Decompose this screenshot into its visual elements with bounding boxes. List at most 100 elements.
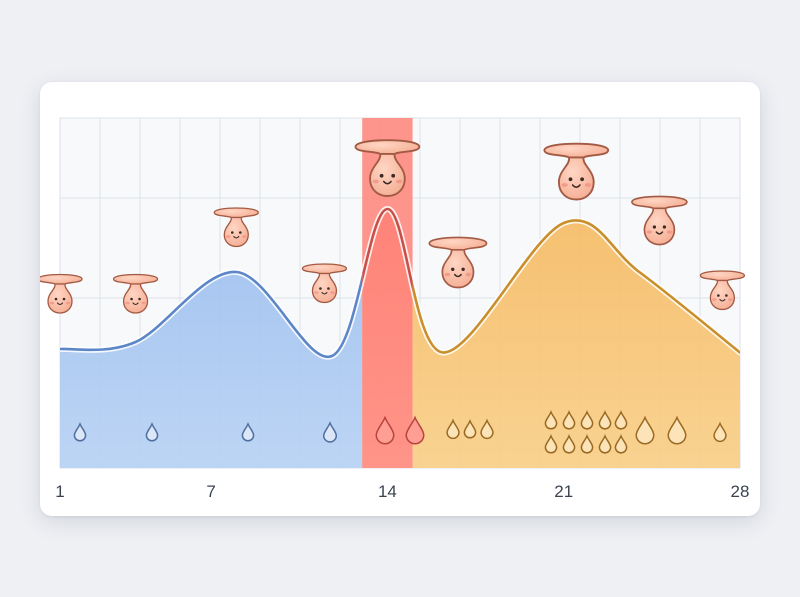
marker-blush: [712, 298, 717, 301]
face-marker-icon: [40, 273, 83, 314]
marker-body: [223, 216, 249, 248]
marker-eye: [717, 294, 720, 297]
droplets: [73, 409, 727, 454]
marker-body: [441, 248, 475, 289]
marker-body: [311, 272, 338, 304]
droplet-icon: [667, 415, 687, 445]
curve-line: [412, 219, 740, 354]
marker-blush: [584, 183, 592, 187]
marker-smile: [719, 298, 726, 302]
marker-blush: [666, 230, 673, 234]
marker-blush: [465, 272, 472, 277]
droplet-icon: [145, 421, 159, 442]
marker-cap: [543, 142, 610, 159]
face-marker-icon: [631, 195, 688, 246]
marker-blush: [314, 291, 319, 294]
marker-eye: [580, 177, 584, 182]
curve-segment: [412, 217, 740, 356]
droplet-icon: [580, 433, 594, 454]
cycle-curve: [60, 205, 740, 360]
droplet-icon: [562, 409, 576, 430]
droplet-icon: [562, 433, 576, 454]
marker-cap: [631, 195, 688, 210]
marker-eye: [568, 177, 573, 182]
x-tick-label: 1: [55, 482, 64, 501]
marker-smile: [571, 184, 581, 188]
marker-cap: [354, 139, 421, 155]
curve-line: [362, 207, 413, 293]
x-axis: 1 7 14 21 28: [55, 482, 749, 501]
marker-cap: [428, 236, 488, 251]
curve-line: [60, 270, 363, 358]
face-marker-icon: [301, 263, 348, 304]
marker-eye: [451, 267, 455, 271]
droplet-icon: [713, 421, 727, 443]
marker-cap: [301, 263, 348, 275]
marker-blush: [49, 301, 55, 305]
droplet-icon: [544, 433, 558, 454]
droplet-icon: [241, 421, 255, 442]
droplet-icon: [580, 409, 594, 430]
marker-body: [369, 153, 406, 197]
marker-body: [557, 156, 595, 201]
marker-cap: [40, 273, 83, 285]
x-tick-label: 21: [554, 482, 573, 501]
marker-eye: [230, 231, 234, 234]
cycle-chart: 1 7 14 21 28: [40, 117, 749, 501]
marker-body: [47, 283, 73, 314]
marker-cap: [112, 273, 159, 285]
marker-eye: [62, 297, 66, 301]
marker-cap: [699, 270, 746, 282]
marker-blush: [395, 179, 403, 184]
marker-blush: [372, 179, 379, 184]
droplet-icon: [480, 418, 494, 440]
marker-smile: [655, 231, 664, 235]
face-marker-icon: [699, 270, 746, 311]
marker-eye: [379, 173, 384, 178]
markers: [40, 139, 746, 314]
marker-blush: [125, 301, 130, 305]
marker-smile: [233, 235, 240, 239]
marker-blush: [242, 235, 247, 238]
droplet-icon: [463, 418, 477, 439]
droplet-icon: [544, 409, 558, 430]
marker-eye: [138, 297, 141, 301]
marker-eye: [238, 231, 242, 234]
marker-smile: [321, 291, 328, 295]
droplet-icon: [598, 433, 612, 454]
droplet-icon: [598, 409, 612, 430]
face-marker-icon: [112, 273, 159, 314]
face-marker-icon: [354, 139, 421, 197]
marker-eye: [391, 173, 396, 178]
chart-card: 1 7 14 21 28: [40, 82, 760, 516]
marker-smile: [56, 302, 64, 306]
marker-eye: [461, 267, 465, 271]
curve-segment: [60, 265, 363, 360]
x-tick-label: 28: [731, 482, 750, 501]
marker-blush: [728, 298, 733, 301]
x-tick-label: 14: [378, 482, 397, 501]
droplet-icon: [405, 415, 425, 445]
marker-eye: [130, 297, 133, 301]
marker-body: [122, 283, 149, 314]
marker-smile: [453, 273, 462, 278]
curve-segment: [362, 205, 413, 300]
marker-blush: [141, 301, 146, 305]
marker-eye: [662, 225, 667, 229]
marker-eye: [327, 287, 330, 290]
marker-body: [643, 207, 676, 246]
droplet-icon: [635, 415, 655, 445]
marker-eye: [54, 297, 58, 301]
marker-blush: [646, 230, 653, 234]
marker-blush: [226, 235, 231, 238]
marker-blush: [330, 291, 335, 294]
droplet-icon: [375, 415, 395, 445]
marker-smile: [382, 180, 392, 185]
marker-blush: [65, 301, 71, 305]
marker-cap: [213, 207, 259, 219]
marker-eye: [725, 294, 728, 297]
marker-eye: [319, 287, 322, 290]
droplet-icon: [73, 421, 87, 442]
droplet-icon: [614, 433, 628, 454]
droplet-icon: [614, 409, 628, 430]
